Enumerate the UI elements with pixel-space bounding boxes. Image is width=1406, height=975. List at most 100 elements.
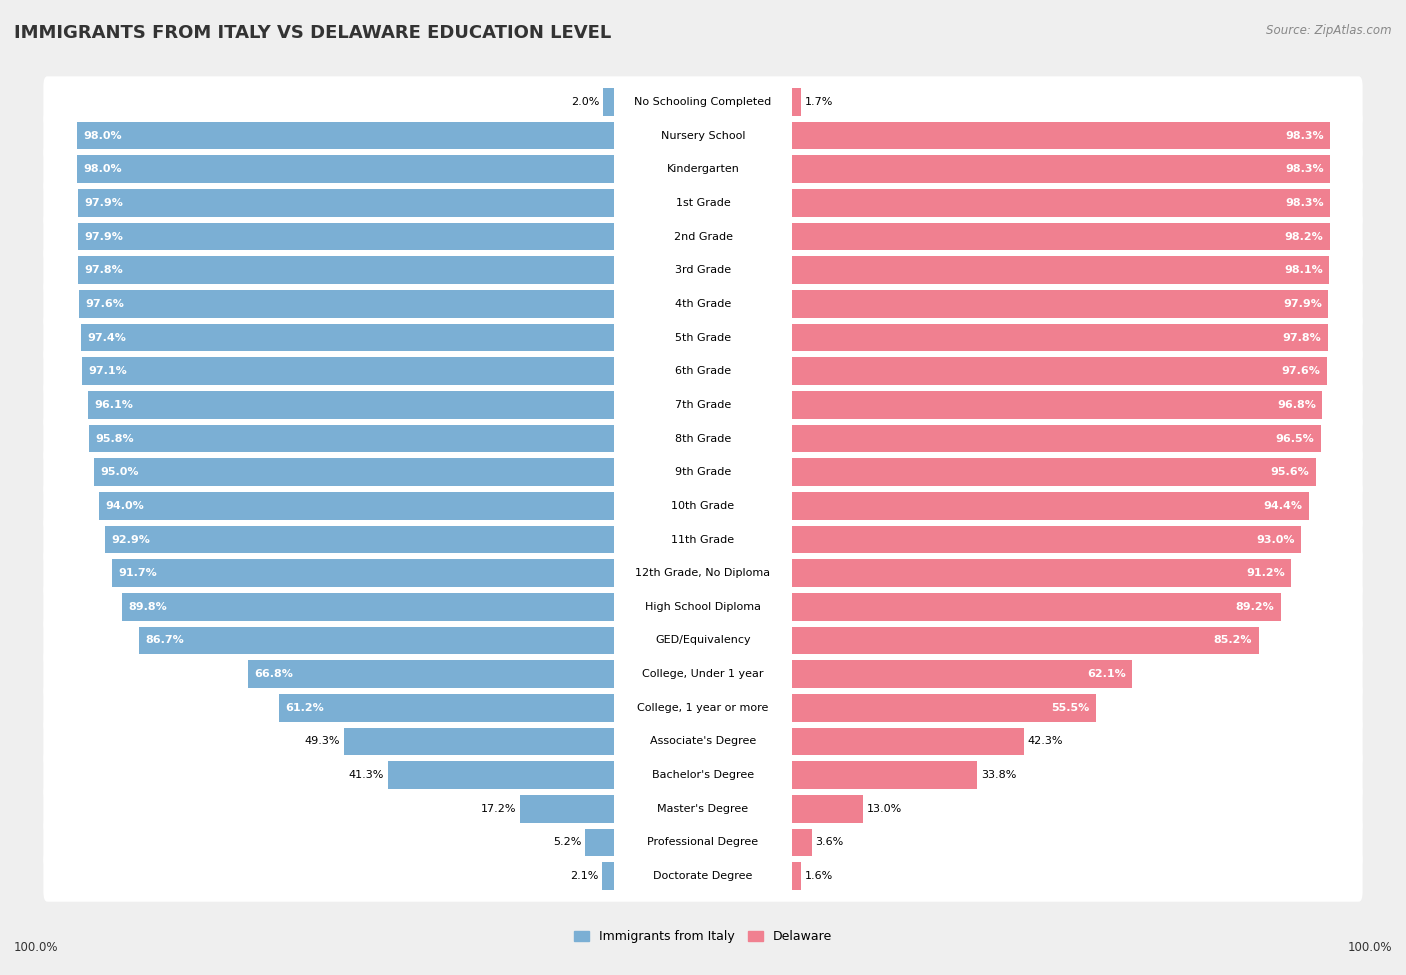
Text: 61.2%: 61.2% — [285, 703, 323, 713]
Bar — [792, 593, 1281, 621]
Bar — [87, 391, 614, 418]
Text: 86.7%: 86.7% — [145, 636, 184, 645]
FancyBboxPatch shape — [44, 648, 1362, 700]
Bar — [100, 492, 614, 520]
Bar — [792, 627, 1258, 654]
Text: 89.8%: 89.8% — [128, 602, 167, 612]
Text: 98.0%: 98.0% — [83, 131, 122, 140]
Text: 97.4%: 97.4% — [87, 332, 125, 342]
Bar — [792, 324, 1327, 351]
Text: 4th Grade: 4th Grade — [675, 299, 731, 309]
Text: 97.1%: 97.1% — [89, 367, 128, 376]
FancyBboxPatch shape — [44, 514, 1362, 566]
Bar — [77, 222, 614, 251]
Bar — [792, 492, 1309, 520]
FancyBboxPatch shape — [44, 481, 1362, 531]
FancyBboxPatch shape — [44, 581, 1362, 633]
Bar — [139, 627, 614, 654]
Text: 2nd Grade: 2nd Grade — [673, 231, 733, 242]
Text: 97.8%: 97.8% — [1282, 332, 1322, 342]
Bar — [792, 122, 1330, 149]
Text: 96.8%: 96.8% — [1277, 400, 1316, 410]
Bar — [94, 458, 614, 486]
Bar — [602, 862, 614, 890]
Text: 98.3%: 98.3% — [1285, 198, 1324, 208]
Text: Nursery School: Nursery School — [661, 131, 745, 140]
Text: 42.3%: 42.3% — [1028, 736, 1063, 747]
Text: 1st Grade: 1st Grade — [676, 198, 730, 208]
Bar — [520, 795, 614, 823]
Text: 33.8%: 33.8% — [981, 770, 1017, 780]
Text: 5.2%: 5.2% — [553, 838, 582, 847]
Bar — [792, 526, 1302, 553]
Bar — [792, 795, 863, 823]
Text: 62.1%: 62.1% — [1087, 669, 1126, 680]
FancyBboxPatch shape — [44, 245, 1362, 295]
Text: 3rd Grade: 3rd Grade — [675, 265, 731, 275]
Bar — [792, 391, 1322, 418]
Text: College, 1 year or more: College, 1 year or more — [637, 703, 769, 713]
Bar — [792, 458, 1316, 486]
Bar — [82, 358, 614, 385]
Text: 92.9%: 92.9% — [111, 534, 150, 544]
FancyBboxPatch shape — [44, 817, 1362, 868]
Bar — [603, 88, 614, 116]
Bar — [792, 222, 1330, 251]
Text: GED/Equivalency: GED/Equivalency — [655, 636, 751, 645]
Text: 10th Grade: 10th Grade — [672, 501, 734, 511]
Bar — [278, 694, 614, 722]
Text: 5th Grade: 5th Grade — [675, 332, 731, 342]
Text: 95.8%: 95.8% — [96, 434, 135, 444]
Text: Source: ZipAtlas.com: Source: ZipAtlas.com — [1267, 24, 1392, 37]
Text: 49.3%: 49.3% — [305, 736, 340, 747]
Bar — [344, 727, 614, 756]
Text: Bachelor's Degree: Bachelor's Degree — [652, 770, 754, 780]
FancyBboxPatch shape — [44, 413, 1362, 464]
Bar — [792, 256, 1329, 284]
Text: High School Diploma: High School Diploma — [645, 602, 761, 612]
Text: 1.6%: 1.6% — [804, 871, 832, 881]
FancyBboxPatch shape — [44, 750, 1362, 800]
Text: 94.0%: 94.0% — [105, 501, 145, 511]
Text: IMMIGRANTS FROM ITALY VS DELAWARE EDUCATION LEVEL: IMMIGRANTS FROM ITALY VS DELAWARE EDUCAT… — [14, 24, 612, 42]
Text: 94.4%: 94.4% — [1264, 501, 1302, 511]
Bar — [792, 291, 1329, 318]
Text: 8th Grade: 8th Grade — [675, 434, 731, 444]
Bar — [792, 727, 1024, 756]
Bar — [111, 560, 614, 587]
Text: 97.9%: 97.9% — [84, 231, 124, 242]
Bar — [79, 256, 614, 284]
Text: 98.0%: 98.0% — [83, 164, 122, 175]
FancyBboxPatch shape — [44, 615, 1362, 666]
Text: Associate's Degree: Associate's Degree — [650, 736, 756, 747]
Text: 96.1%: 96.1% — [94, 400, 134, 410]
Text: 1.7%: 1.7% — [806, 97, 834, 107]
Bar — [77, 155, 614, 183]
Text: 12th Grade, No Diploma: 12th Grade, No Diploma — [636, 568, 770, 578]
Text: 98.1%: 98.1% — [1284, 265, 1323, 275]
Text: 6th Grade: 6th Grade — [675, 367, 731, 376]
Bar — [792, 862, 801, 890]
Text: 100.0%: 100.0% — [1347, 941, 1392, 954]
Text: 95.0%: 95.0% — [100, 467, 139, 477]
FancyBboxPatch shape — [44, 447, 1362, 498]
Bar — [792, 189, 1330, 216]
Text: No Schooling Completed: No Schooling Completed — [634, 97, 772, 107]
Text: 96.5%: 96.5% — [1275, 434, 1315, 444]
Bar — [77, 122, 614, 149]
Text: 100.0%: 100.0% — [14, 941, 59, 954]
Bar — [792, 829, 811, 856]
Text: 97.6%: 97.6% — [86, 299, 125, 309]
Text: 3.6%: 3.6% — [815, 838, 844, 847]
Bar — [792, 358, 1326, 385]
FancyBboxPatch shape — [44, 345, 1362, 397]
FancyBboxPatch shape — [44, 177, 1362, 228]
FancyBboxPatch shape — [44, 850, 1362, 902]
Bar — [585, 829, 614, 856]
Bar — [80, 291, 614, 318]
Bar — [77, 189, 614, 216]
Text: 13.0%: 13.0% — [868, 803, 903, 814]
Text: 85.2%: 85.2% — [1213, 636, 1253, 645]
Text: 97.9%: 97.9% — [1282, 299, 1322, 309]
Bar — [90, 425, 614, 452]
